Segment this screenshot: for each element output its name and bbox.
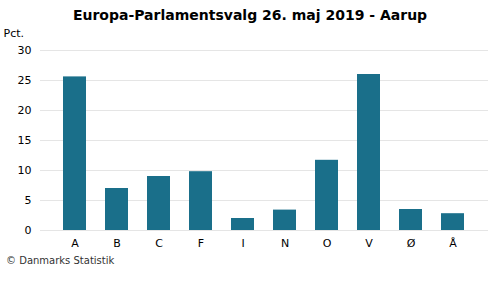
svg-text:Å: Å [449,237,457,250]
svg-text:O: O [323,237,332,250]
svg-text:A: A [71,237,79,250]
svg-text:30: 30 [18,44,32,57]
svg-text:25: 25 [18,74,32,87]
svg-text:15: 15 [18,134,32,147]
svg-text:10: 10 [18,164,32,177]
svg-text:B: B [113,237,121,250]
svg-text:I: I [241,237,244,250]
svg-text:20: 20 [18,104,32,117]
svg-text:V: V [365,237,373,250]
svg-text:0: 0 [25,224,32,237]
svg-text:Ø: Ø [407,237,416,250]
html-text:© Danmarks Statistik: © Danmarks Statistik [6,255,115,266]
html-text:Europa-Parlamentsvalg 26. maj: Europa-Parlamentsvalg 26. maj 2019 - Aar… [72,7,428,23]
svg-text:C: C [155,237,163,250]
svg-text:Pct.: Pct. [4,27,25,40]
svg-text:F: F [198,237,204,250]
svg-text:5: 5 [25,194,32,207]
svg-text:N: N [281,237,289,250]
